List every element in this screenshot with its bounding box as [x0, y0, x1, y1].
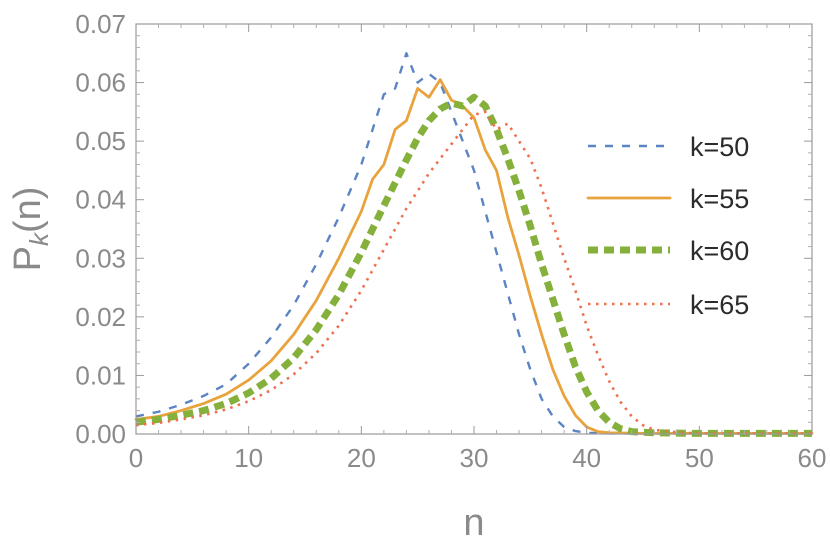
y-axis-title-sub: k: [24, 231, 54, 246]
y-axis-title-tail: (n): [7, 187, 49, 233]
x-tick-label: 50: [685, 443, 714, 473]
y-tick-label: 0.04: [75, 185, 126, 215]
y-axis-title: Pk(n): [7, 187, 54, 272]
x-tick-label: 20: [347, 443, 376, 473]
legend-label: k=55: [690, 184, 749, 214]
x-axis-title: n: [463, 502, 484, 544]
tick-labels-layer: 0 10 20 30 40 50 60 0.00 0.01 0.02 0.03 0.04 0.05 0.0…: [75, 9, 826, 473]
y-tick-label: 0.05: [75, 126, 126, 156]
series-line-k=60: [135, 93, 812, 437]
legend-label: k=60: [690, 236, 749, 266]
y-tick-label: 0.07: [75, 9, 126, 39]
x-tick-label: 10: [234, 443, 263, 473]
y-tick-label: 0.02: [75, 302, 126, 332]
y-tick-label: 0.03: [75, 243, 126, 273]
x-tick-label: 0: [129, 443, 143, 473]
x-tick-label: 60: [798, 443, 827, 473]
legend-label: k=50: [690, 132, 749, 162]
y-tick-label: 0.00: [75, 419, 126, 449]
legend-label: k=65: [690, 290, 749, 320]
x-tick-label: 40: [572, 443, 601, 473]
series-line-k=50: [135, 52, 812, 435]
y-axis-title-base: P: [7, 246, 49, 271]
y-tick-label: 0.01: [75, 360, 126, 390]
ticks-layer: [135, 23, 813, 435]
legend: k=50 k=55 k=60 k=65: [586, 132, 749, 320]
x-tick-label: 30: [460, 443, 489, 473]
y-tick-label: 0.06: [75, 68, 126, 98]
